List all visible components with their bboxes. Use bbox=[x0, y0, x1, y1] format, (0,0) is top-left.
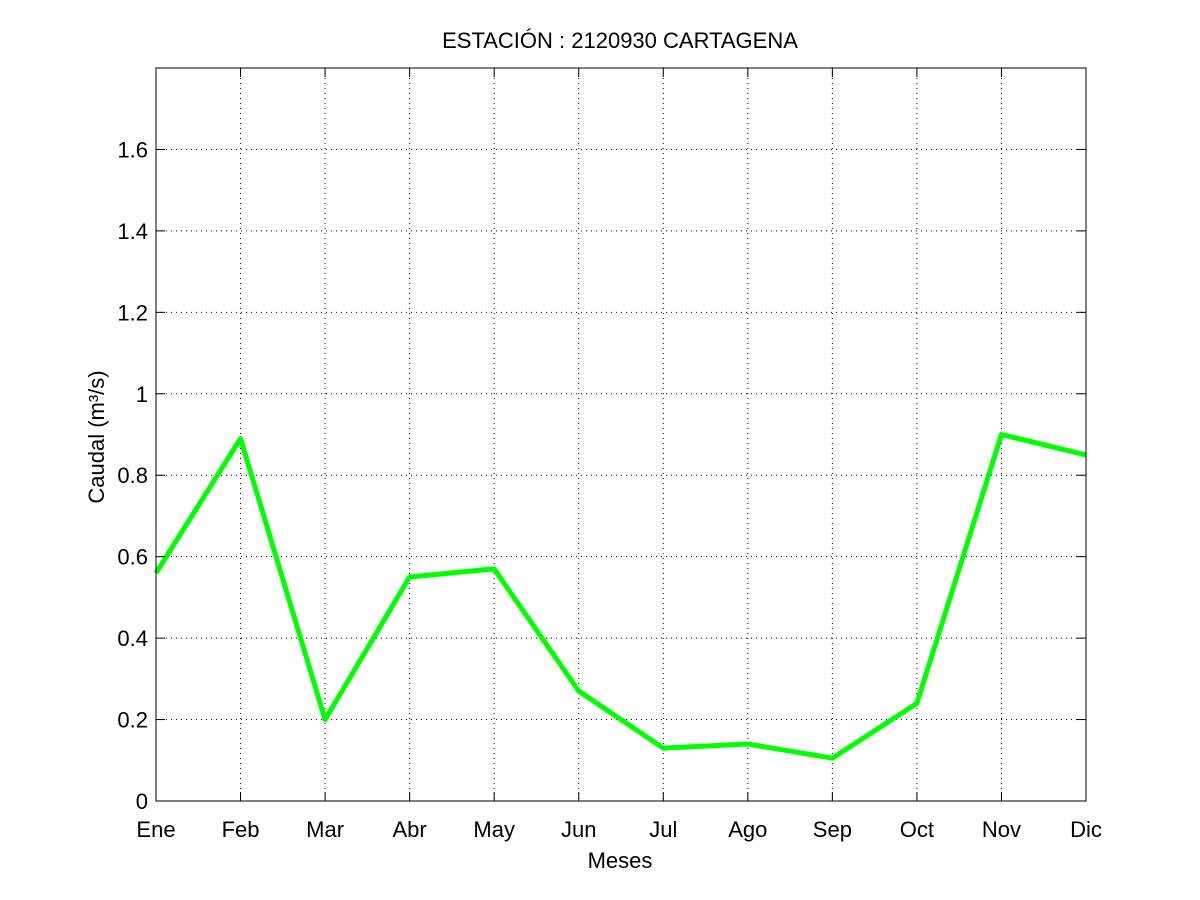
y-tick-label: 1.6 bbox=[117, 137, 148, 162]
series-layer bbox=[153, 432, 1087, 761]
plot-frame bbox=[155, 67, 1087, 802]
x-tick-label: Oct bbox=[900, 817, 934, 842]
axes-layer: Ene Feb Mar Abr May Jun Jul Ago Sep Oct Nov Dic 0 0.2… bbox=[117, 67, 1102, 842]
y-tick-label: 0 bbox=[136, 789, 148, 814]
x-tick-label: Dic bbox=[1070, 817, 1102, 842]
y-tick-label: 0.6 bbox=[117, 545, 148, 570]
x-tick-label: Jun bbox=[561, 817, 596, 842]
x-tick-label: Ene bbox=[136, 817, 175, 842]
x-tick-label: Mar bbox=[306, 817, 344, 842]
x-tick-label: Feb bbox=[222, 817, 260, 842]
x-tick-label: Nov bbox=[982, 817, 1021, 842]
x-tick-label: Abr bbox=[393, 817, 427, 842]
y-axis-label: Caudal (m³/s) bbox=[84, 370, 109, 503]
series-line bbox=[153, 432, 1087, 761]
x-tick-label: Sep bbox=[813, 817, 852, 842]
y-tick-label: 0.8 bbox=[117, 463, 148, 488]
x-tick-label: May bbox=[473, 817, 515, 842]
x-tick-label: Ago bbox=[728, 817, 767, 842]
y-tick-label: 1 bbox=[136, 382, 148, 407]
x-axis-label: Meses bbox=[588, 848, 653, 873]
y-tick-label: 1.4 bbox=[117, 219, 148, 244]
y-tick-label: 0.4 bbox=[117, 626, 148, 651]
labels-layer: ESTACIÓN : 2120930 CARTAGENA Meses Cauda… bbox=[84, 28, 798, 873]
y-tick-label: 1.2 bbox=[117, 300, 148, 325]
grid-layer bbox=[156, 68, 1086, 801]
x-tick-label: Jul bbox=[649, 817, 677, 842]
y-tick-label: 0.2 bbox=[117, 708, 148, 733]
chart-title: ESTACIÓN : 2120930 CARTAGENA bbox=[442, 28, 798, 53]
